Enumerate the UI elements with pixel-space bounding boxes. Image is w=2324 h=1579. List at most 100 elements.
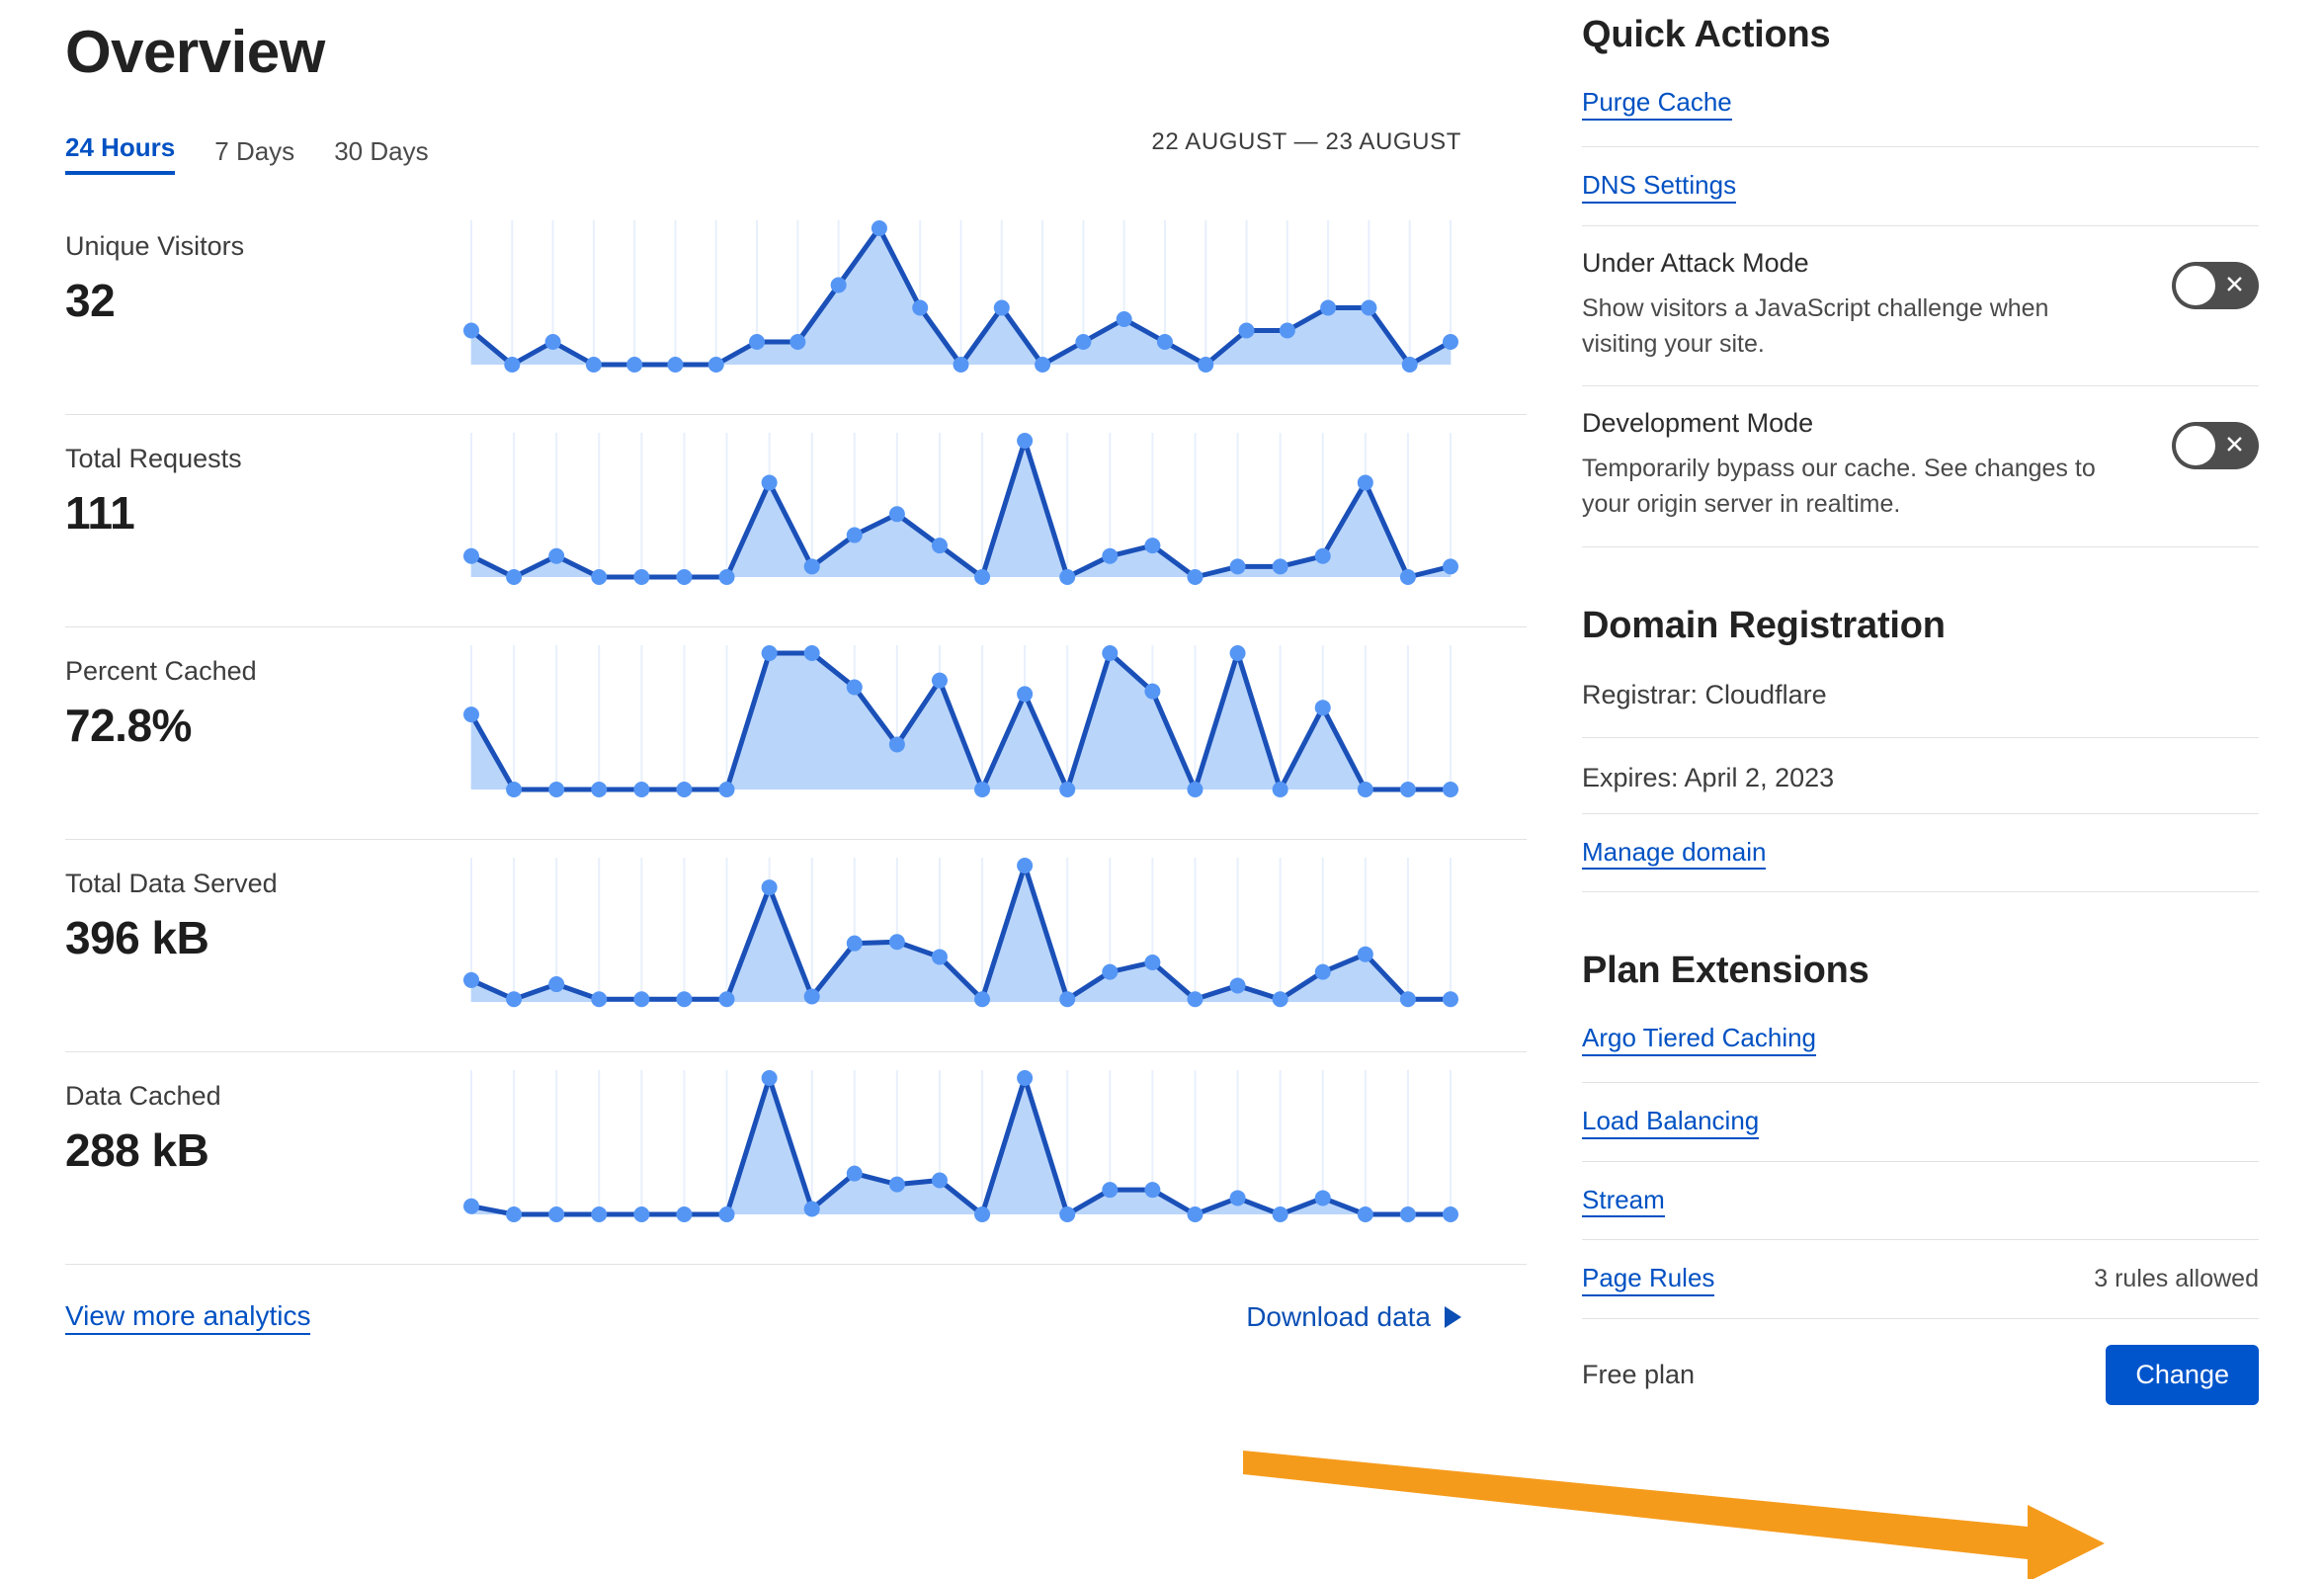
chart-data-point[interactable] <box>871 220 887 236</box>
chart-data-point[interactable] <box>1187 782 1204 797</box>
chart-data-point[interactable] <box>912 299 929 316</box>
chart-data-point[interactable] <box>1059 1206 1076 1222</box>
chart-data-point[interactable] <box>1314 700 1331 716</box>
tab-7-days[interactable]: 7 Days <box>214 136 295 166</box>
chart-data-point[interactable] <box>1059 991 1076 1008</box>
chart-data-point[interactable] <box>931 949 948 965</box>
under-attack-mode-toggle[interactable]: ✕ <box>2172 261 2259 309</box>
chart-data-point[interactable] <box>803 988 820 1005</box>
chart-data-point[interactable] <box>1229 977 1246 994</box>
load-balancing-link[interactable]: Load Balancing <box>1582 1105 1760 1139</box>
chart-data-point[interactable] <box>846 527 863 543</box>
chart-data-point[interactable] <box>718 569 735 585</box>
chart-data-point[interactable] <box>548 1206 565 1222</box>
chart-data-point[interactable] <box>888 1176 905 1193</box>
chart-data-point[interactable] <box>1017 686 1034 703</box>
chart-data-point[interactable] <box>1059 569 1076 585</box>
chart-data-point[interactable] <box>1198 357 1214 373</box>
chart-data-point[interactable] <box>1443 1206 1458 1222</box>
chart-data-point[interactable] <box>803 645 820 661</box>
chart-data-point[interactable] <box>1272 991 1288 1008</box>
chart-data-point[interactable] <box>931 538 948 554</box>
chart-data-point[interactable] <box>1314 547 1331 564</box>
chart-data-point[interactable] <box>1102 1182 1119 1199</box>
chart-data-point[interactable] <box>846 679 863 696</box>
chart-data-point[interactable] <box>1443 782 1458 797</box>
chart-data-point[interactable] <box>1187 991 1204 1008</box>
chart-data-point[interactable] <box>974 782 991 797</box>
chart-data-point[interactable] <box>803 1201 820 1217</box>
chart-data-point[interactable] <box>1399 782 1416 797</box>
chart-data-point[interactable] <box>463 706 479 723</box>
chart-data-point[interactable] <box>676 1206 693 1222</box>
chart-data-point[interactable] <box>931 1172 948 1189</box>
chart-data-point[interactable] <box>1229 1190 1246 1206</box>
chart-data-point[interactable] <box>718 782 735 797</box>
argo-tiered-caching-link[interactable]: Argo Tiered Caching <box>1582 1022 1817 1056</box>
chart-data-point[interactable] <box>544 334 561 350</box>
chart-data-point[interactable] <box>1238 322 1255 339</box>
chart-data-point[interactable] <box>974 991 991 1008</box>
chart-data-point[interactable] <box>463 1198 479 1214</box>
chart-data-point[interactable] <box>633 782 650 797</box>
chart-data-point[interactable] <box>1102 963 1119 980</box>
chart-data-point[interactable] <box>830 277 847 293</box>
chart-data-point[interactable] <box>953 357 969 373</box>
chart-data-point[interactable] <box>548 782 565 797</box>
chart-data-point[interactable] <box>1320 299 1337 316</box>
chart-data-point[interactable] <box>1156 334 1173 350</box>
chart-data-point[interactable] <box>1399 569 1416 585</box>
chart-data-point[interactable] <box>1357 946 1373 962</box>
chart-data-point[interactable] <box>718 991 735 1008</box>
chart-data-point[interactable] <box>1035 357 1051 373</box>
chart-data-point[interactable] <box>1272 1206 1288 1222</box>
chart-data-point[interactable] <box>789 334 806 350</box>
chart-data-point[interactable] <box>846 935 863 952</box>
chart-data-point[interactable] <box>1144 1182 1161 1199</box>
chart-data-point[interactable] <box>1401 357 1418 373</box>
purge-cache-link[interactable]: Purge Cache <box>1582 86 1732 121</box>
chart-data-point[interactable] <box>718 1206 735 1222</box>
chart-data-point[interactable] <box>591 782 608 797</box>
chart-data-point[interactable] <box>993 299 1010 316</box>
chart-data-point[interactable] <box>761 645 778 661</box>
chart-data-point[interactable] <box>1116 311 1132 327</box>
chart-data-point[interactable] <box>585 357 602 373</box>
chart-data-point[interactable] <box>1357 1206 1373 1222</box>
chart-data-point[interactable] <box>676 991 693 1008</box>
chart-data-point[interactable] <box>676 782 693 797</box>
chart-data-point[interactable] <box>1017 1070 1034 1086</box>
chart-data-point[interactable] <box>1229 645 1246 661</box>
download-data-button[interactable]: Download data <box>1246 1301 1461 1333</box>
chart-data-point[interactable] <box>591 1206 608 1222</box>
tab-24-hours[interactable]: 24 Hours <box>65 132 176 175</box>
dns-settings-link[interactable]: DNS Settings <box>1582 169 1737 204</box>
chart-data-point[interactable] <box>1361 299 1377 316</box>
chart-data-point[interactable] <box>504 357 521 373</box>
chart-data-point[interactable] <box>974 1206 991 1222</box>
chart-data-point[interactable] <box>1187 569 1204 585</box>
chart-data-point[interactable] <box>676 569 693 585</box>
chart-data-point[interactable] <box>1102 547 1119 564</box>
chart-data-point[interactable] <box>506 782 523 797</box>
chart-data-point[interactable] <box>633 991 650 1008</box>
chart-data-point[interactable] <box>1279 322 1295 339</box>
chart-data-point[interactable] <box>707 357 724 373</box>
chart-data-point[interactable] <box>506 1206 523 1222</box>
manage-domain-link[interactable]: Manage domain <box>1582 836 1767 871</box>
chart-data-point[interactable] <box>591 569 608 585</box>
chart-data-point[interactable] <box>463 547 479 564</box>
view-more-analytics-link[interactable]: View more analytics <box>65 1298 311 1335</box>
chart-data-point[interactable] <box>1443 558 1458 575</box>
page-rules-link[interactable]: Page Rules <box>1582 1262 1715 1296</box>
chart-data-point[interactable] <box>1144 538 1161 554</box>
chart-data-point[interactable] <box>888 934 905 951</box>
chart-data-point[interactable] <box>548 547 565 564</box>
chart-data-point[interactable] <box>1357 474 1373 491</box>
chart-data-point[interactable] <box>1229 558 1246 575</box>
chart-data-point[interactable] <box>1075 334 1092 350</box>
chart-data-point[interactable] <box>888 736 905 753</box>
chart-data-point[interactable] <box>931 672 948 689</box>
chart-data-point[interactable] <box>1144 683 1161 700</box>
chart-data-point[interactable] <box>1399 1206 1416 1222</box>
